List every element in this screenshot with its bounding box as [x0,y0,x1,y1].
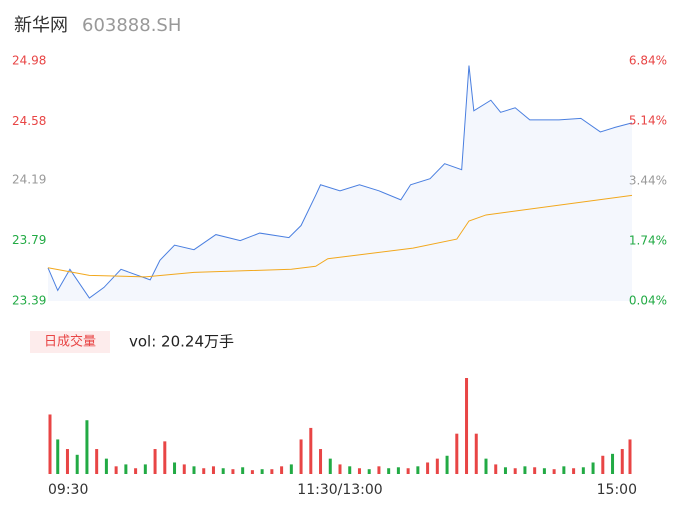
y-tick-label: 24.19 [12,173,46,187]
volume-bar [85,420,89,474]
volume-label: 日成交量 [44,334,96,350]
stock-code: 603888.SH [82,15,181,36]
series-line [47,194,633,278]
volume-bar [270,469,274,474]
volume-bar [231,469,235,474]
volume-bar [56,439,60,474]
y-tick-label: 24.98 [12,54,46,68]
volume-bar [445,455,449,474]
volume-bar [260,469,264,474]
volume-bar [601,455,605,474]
volume-bar [134,468,138,474]
y-tick-label: 23.79 [12,233,46,247]
volume-bar [299,439,303,474]
volume-bar [465,378,469,474]
volume-bar [289,464,293,474]
volume-bar [396,467,400,474]
y2-tick-label: 0.04% [629,294,667,308]
y2-tick-label: 3.44% [629,174,667,188]
volume-bar [523,466,527,474]
volume-bar [319,449,323,474]
volume-bar [406,468,410,474]
volume-bar [48,414,52,474]
volume-bar [95,449,99,474]
volume-bar [377,466,381,474]
volume-bar [182,464,186,474]
volume-bar [581,467,585,474]
volume-bar [202,468,206,474]
x-tick-label: 09:30 [48,482,88,498]
volume-bar [328,458,332,474]
volume-bar [426,462,430,474]
volume-bar [513,468,517,474]
volume-bar [124,464,128,474]
volume-bar [173,462,177,474]
volume-bar [153,449,157,474]
stock-name: 新华网 [14,15,68,36]
x-tick-label: 11:30/13:00 [297,482,382,498]
volume-bar [65,449,69,474]
volume-bar [250,470,254,474]
volume-bar [435,458,439,474]
volume-bar [221,468,225,474]
volume-bar [533,467,537,474]
volume-bar [620,449,624,474]
y-tick-label: 23.39 [12,294,46,308]
y-tick-label: 24.58 [12,114,46,128]
y2-tick-label: 1.74% [629,234,667,248]
x-tick-label: 15:00 [597,482,637,498]
volume-bar [503,467,507,474]
y2-tick-label: 6.84% [629,54,667,68]
price-area [48,65,632,301]
volume-bar [143,464,147,474]
y2-tick-label: 5.14% [629,114,667,128]
volume-bar [348,466,352,474]
volume-bar [474,433,478,474]
volume-bar [241,467,245,474]
volume-bar [562,466,566,474]
volume-bar [104,458,108,474]
volume-bar [357,468,361,474]
volume-bar [163,441,167,474]
volume-bar [387,468,391,474]
volume-bar [114,466,118,474]
volume-bar [628,439,632,474]
volume-bar [552,469,556,474]
volume-badge [30,331,110,353]
volume-bar [591,462,595,474]
volume-bar [309,427,313,474]
volume-bar [542,468,546,474]
series-line [47,65,633,299]
volume-bar [455,433,459,474]
volume-bar [211,466,215,474]
volume-bar [611,453,615,474]
volume-bar [367,469,371,474]
volume-bar [280,466,284,474]
volume-bar [192,466,196,474]
volume-bar [494,464,498,474]
volume-bar [484,458,488,474]
volume-bar [338,464,342,474]
volume-bar [572,468,576,474]
volume-bar [75,454,79,474]
volume-total: vol: 20.24万手 [129,333,234,351]
volume-bar [416,466,420,474]
